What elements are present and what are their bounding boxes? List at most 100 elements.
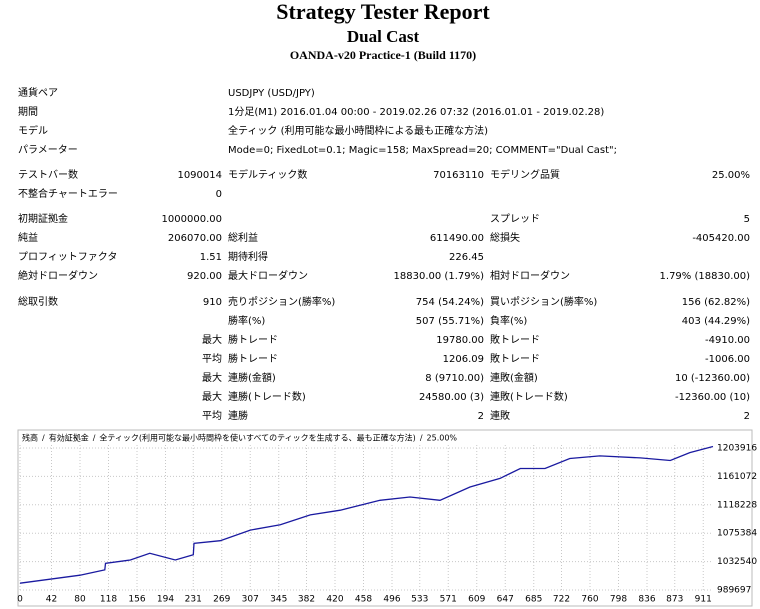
field-label: モデリング品質 [490, 168, 560, 181]
field-label: 通貨ペア [18, 86, 58, 99]
field-label: 勝トレード [228, 352, 278, 365]
legend-item: / [420, 434, 423, 443]
field-label: 総利益 [228, 231, 258, 244]
field-value: 25.00% [712, 170, 750, 181]
legend-item: / [42, 434, 45, 443]
field-label: 連勝 [228, 409, 248, 422]
field-value: 18830.00 (1.79%) [394, 271, 485, 282]
y-tick-label: 1075384 [717, 529, 757, 539]
field-label: スプレッド [490, 213, 540, 225]
x-tick-label: 420 [326, 595, 343, 605]
x-tick-label: 156 [128, 595, 145, 605]
x-tick-label: 533 [411, 595, 428, 605]
x-tick-label: 873 [666, 595, 683, 605]
field-value: 最大 [202, 390, 222, 403]
field-value: 611490.00 [430, 233, 484, 244]
field-value: 1000000.00 [162, 214, 222, 225]
field-value: 全ティック (利用可能な最小時間枠による最も正確な方法) [228, 124, 488, 137]
x-tick-label: 382 [298, 595, 315, 605]
field-value: 8 (9710.00) [425, 373, 484, 384]
field-label: 総取引数 [18, 295, 58, 308]
x-tick-label: 307 [242, 595, 259, 605]
field-label: 期間 [18, 106, 38, 118]
x-tick-label: 496 [383, 595, 400, 605]
field-value: 1090014 [177, 170, 222, 181]
field-value: 1.79% (18830.00) [660, 271, 751, 282]
field-value: -405420.00 [692, 233, 750, 244]
field-value: 最大 [202, 333, 222, 346]
report-title: Strategy Tester Report [276, 0, 490, 24]
field-value: 平均 [202, 410, 222, 422]
field-label: 相対ドローダウン [490, 269, 570, 282]
x-tick-label: 80 [74, 595, 86, 605]
field-value: 226.45 [449, 252, 484, 263]
field-value: 5 [744, 214, 750, 225]
field-value: 1.51 [200, 252, 222, 263]
x-tick-label: 911 [695, 595, 712, 605]
legend-item: 全ティック(利用可能な最小時間枠を使いすべてのティックを生成する、最も正確な方法… [99, 433, 415, 443]
x-tick-label: 798 [610, 595, 627, 605]
x-tick-label: 458 [355, 595, 372, 605]
field-value: Mode=0; FixedLot=0.1; Magic=158; MaxSpre… [228, 145, 617, 156]
field-label: 敗トレード [490, 333, 540, 346]
field-value: -12360.00 (10) [675, 392, 750, 403]
y-tick-label: 1032540 [717, 557, 757, 567]
balance-line [19, 445, 714, 584]
field-value: 70163110 [433, 170, 484, 181]
field-value: 754 (54.24%) [416, 297, 484, 308]
field-label: モデルティック数 [228, 168, 307, 181]
x-tick-label: 269 [213, 595, 230, 605]
field-label: テストバー数 [18, 168, 78, 181]
expert-name: Dual Cast [347, 27, 420, 46]
field-label: 連敗(トレード数) [490, 390, 568, 403]
field-value: -1006.00 [705, 354, 750, 365]
field-label: 連勝(トレード数) [228, 390, 306, 403]
field-label: 期待利得 [228, 250, 268, 263]
field-value: 2 [478, 411, 484, 422]
legend-item: / [93, 434, 96, 443]
y-tick-label: 989697 [717, 586, 751, 596]
field-value: 19780.00 [436, 335, 484, 346]
field-label: 勝率(%) [228, 314, 265, 327]
x-tick-label: 609 [468, 595, 485, 605]
field-label: 最大ドローダウン [228, 269, 308, 282]
field-value: 1206.09 [443, 354, 484, 365]
x-tick-label: 231 [185, 595, 202, 605]
field-label: 勝トレード [228, 333, 278, 346]
field-label: 連敗 [490, 409, 510, 422]
field-label: 総損失 [490, 231, 520, 244]
x-tick-label: 118 [100, 595, 117, 605]
chart-frame [17, 429, 753, 607]
field-value: 最大 [202, 371, 222, 384]
field-value: 910 [203, 297, 222, 308]
field-value: 2 [744, 411, 750, 422]
field-label: 初期証拠金 [18, 212, 68, 225]
field-label: 敗トレード [490, 352, 540, 365]
field-value: 403 (44.29%) [682, 316, 750, 327]
legend-item: 有効証拠金 [49, 433, 89, 443]
field-label: パラメーター [18, 144, 78, 156]
field-value: 1分足(M1) 2016.01.04 00:00 - 2019.02.26 07… [228, 106, 604, 118]
field-label: 買いポジション(勝率%) [490, 295, 597, 308]
field-value: USDJPY (USD/JPY) [228, 88, 315, 99]
field-label: 絶対ドローダウン [18, 269, 98, 282]
field-value: 920.00 [187, 271, 222, 282]
field-label: 不整合チャートエラー [18, 187, 118, 200]
x-tick-label: 647 [497, 595, 514, 605]
x-tick-label: 685 [525, 595, 542, 605]
x-tick-label: 194 [157, 595, 174, 605]
field-value: 206070.00 [168, 233, 222, 244]
field-value: 10 (-12360.00) [675, 373, 750, 384]
x-tick-label: 571 [440, 595, 457, 605]
legend-item: 残高 [22, 433, 38, 443]
field-value: 507 (55.71%) [416, 316, 484, 327]
legend-item: 25.00% [427, 434, 458, 443]
field-value: 24580.00 (3) [419, 392, 484, 403]
field-label: プロフィットファクタ [18, 251, 117, 263]
field-value: 156 (62.82%) [682, 297, 750, 308]
y-tick-label: 1203916 [717, 443, 757, 453]
field-label: 連勝(金額) [228, 371, 276, 384]
x-tick-label: 0 [17, 595, 23, 605]
x-tick-label: 836 [638, 595, 655, 605]
